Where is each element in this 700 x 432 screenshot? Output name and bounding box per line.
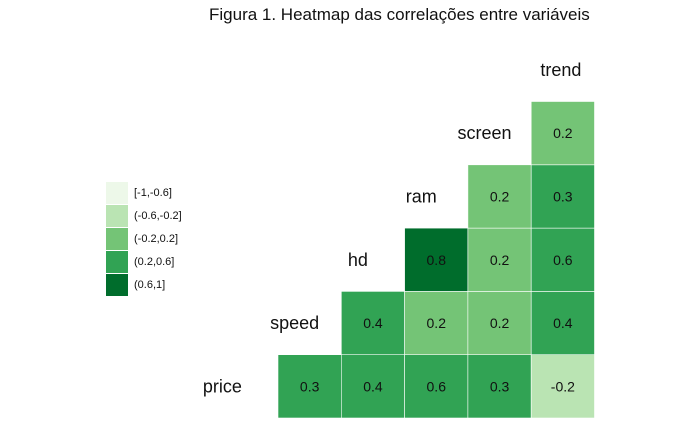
cell-value-label: 0.3 — [553, 188, 573, 204]
legend-label: (-0.2,0.2] — [134, 232, 179, 245]
legend-label: (0.2,0.6] — [134, 255, 175, 268]
cell-value-label: 0.8 — [427, 252, 447, 268]
heatmap-cell — [530, 291, 595, 355]
legend-label: (-0.6,-0.2] — [134, 209, 182, 222]
variable-label: screen — [458, 123, 512, 143]
heatmap-cell — [530, 101, 595, 166]
legend-item: (0.2,0.6] — [106, 250, 182, 273]
cell-value-label: 0.2 — [490, 315, 510, 331]
variable-label: ram — [406, 186, 437, 206]
cell-value-label: 0.4 — [363, 378, 383, 394]
legend-swatch — [106, 227, 128, 250]
cell-value-label: 0.2 — [490, 188, 510, 204]
legend-swatch — [106, 273, 128, 296]
heatmap-cell — [467, 291, 532, 355]
cell-value-label: 0.2 — [553, 125, 573, 141]
heatmap-cell — [404, 291, 469, 355]
heatmap-cell — [467, 227, 532, 292]
variable-label: speed — [270, 313, 319, 333]
cell-value-label: -0.2 — [551, 378, 575, 394]
heatmap-cell — [530, 227, 595, 292]
heatmap-cell — [467, 164, 532, 229]
legend-item: (-0.2,0.2] — [106, 227, 182, 250]
cell-value-label: 0.3 — [490, 378, 510, 394]
legend-swatch — [106, 250, 128, 273]
legend-label: (0.6,1] — [134, 278, 166, 291]
heatmap-cell — [340, 291, 405, 355]
legend: [-1,-0.6] (-0.6,-0.2] (-0.2,0.2] (0.2,0.… — [106, 181, 182, 296]
cell-value-label: 0.3 — [300, 378, 320, 394]
variable-label: price — [203, 376, 242, 396]
heatmap-cell — [340, 354, 405, 419]
variable-label: hd — [348, 250, 368, 270]
cell-value-label: 0.4 — [553, 315, 573, 331]
legend-item: (-0.6,-0.2] — [106, 204, 182, 227]
legend-item: (0.6,1] — [106, 273, 182, 296]
cell-value-label: 0.2 — [427, 315, 447, 331]
variable-label: trend — [540, 60, 581, 80]
legend-swatch — [106, 181, 128, 204]
heatmap-cell — [467, 354, 532, 419]
legend-swatch — [106, 204, 128, 227]
cell-value-label: 0.4 — [363, 315, 383, 331]
heatmap-cell — [530, 164, 595, 229]
heatmap-cell — [404, 227, 469, 292]
chart-title: Figura 1. Heatmap das correlações entre … — [209, 5, 590, 24]
legend-label: [-1,-0.6] — [134, 186, 172, 199]
cell-value-label: 0.2 — [490, 252, 510, 268]
cell-value-label: 0.6 — [427, 378, 447, 394]
cell-value-label: 0.6 — [553, 252, 573, 268]
legend-item: [-1,-0.6] — [106, 181, 182, 204]
